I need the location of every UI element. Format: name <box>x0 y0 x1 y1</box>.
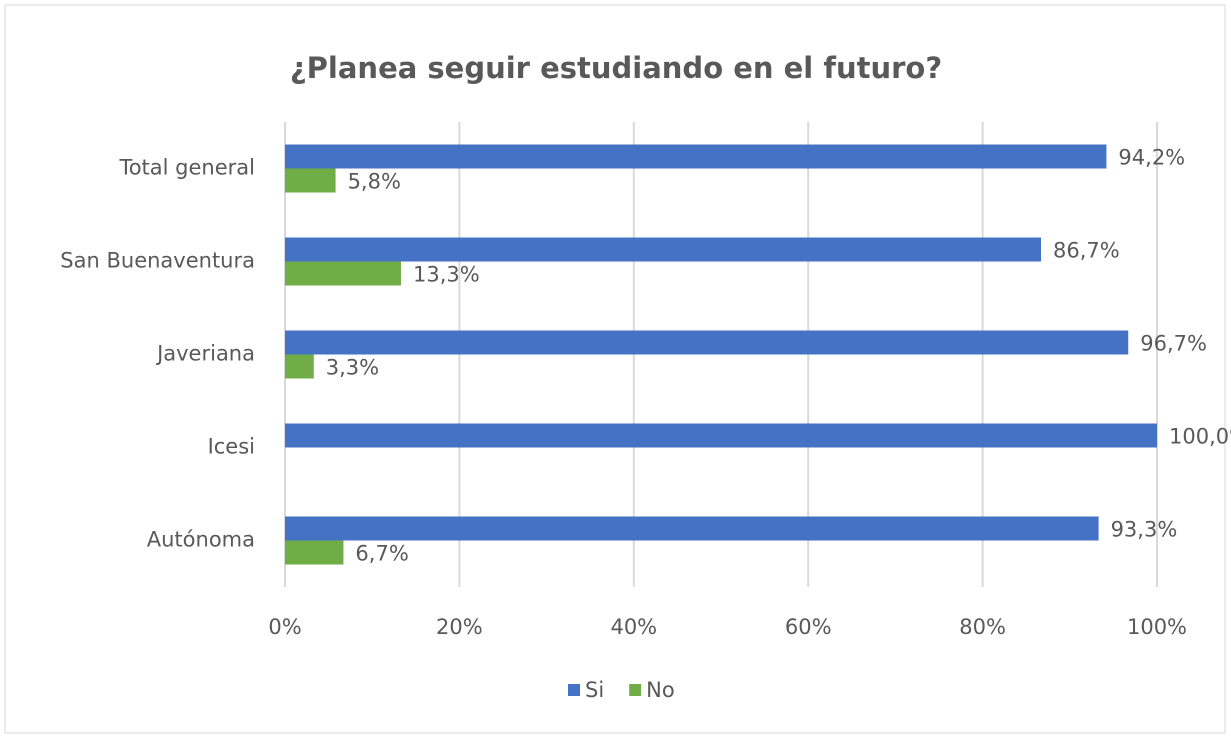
data-label: 86,7% <box>1053 239 1120 263</box>
bar <box>285 516 1099 541</box>
y-tick-label: Autónoma <box>147 528 255 552</box>
bar <box>285 237 1042 262</box>
x-tick-label: 20% <box>436 615 483 639</box>
data-label: 100,0% <box>1169 425 1231 449</box>
x-tick-label: 100% <box>1127 615 1187 639</box>
y-tick-label: San Buenaventura <box>60 249 255 273</box>
data-label: 5,8% <box>348 170 401 194</box>
x-tick-label: 60% <box>785 615 832 639</box>
bar <box>285 144 1107 169</box>
y-tick-label: Icesi <box>208 435 255 459</box>
y-tick-label: Javeriana <box>155 342 255 366</box>
data-label: 94,2% <box>1118 146 1185 170</box>
data-label: 3,3% <box>326 356 379 380</box>
x-tick-label: 80% <box>959 615 1006 639</box>
legend-swatch <box>629 684 642 696</box>
bar <box>285 423 1157 448</box>
legend-swatch <box>568 684 580 696</box>
x-tick-label: 0% <box>268 615 301 639</box>
bar <box>285 168 336 193</box>
data-label: 93,3% <box>1111 518 1178 542</box>
legend-label: Si <box>585 678 604 702</box>
bar <box>285 261 401 286</box>
chart-title: ¿Planea seguir estudiando en el futuro? <box>290 51 942 85</box>
bar <box>285 354 314 379</box>
chart-border <box>4 4 1226 734</box>
y-tick-label: Total general <box>118 156 255 180</box>
data-label: 6,7% <box>355 542 408 566</box>
legend-label: No <box>646 678 675 702</box>
x-tick-label: 40% <box>610 615 657 639</box>
bar <box>285 330 1129 355</box>
data-label: 96,7% <box>1140 332 1207 356</box>
bar <box>285 540 344 565</box>
data-label: 13,3% <box>413 263 480 287</box>
